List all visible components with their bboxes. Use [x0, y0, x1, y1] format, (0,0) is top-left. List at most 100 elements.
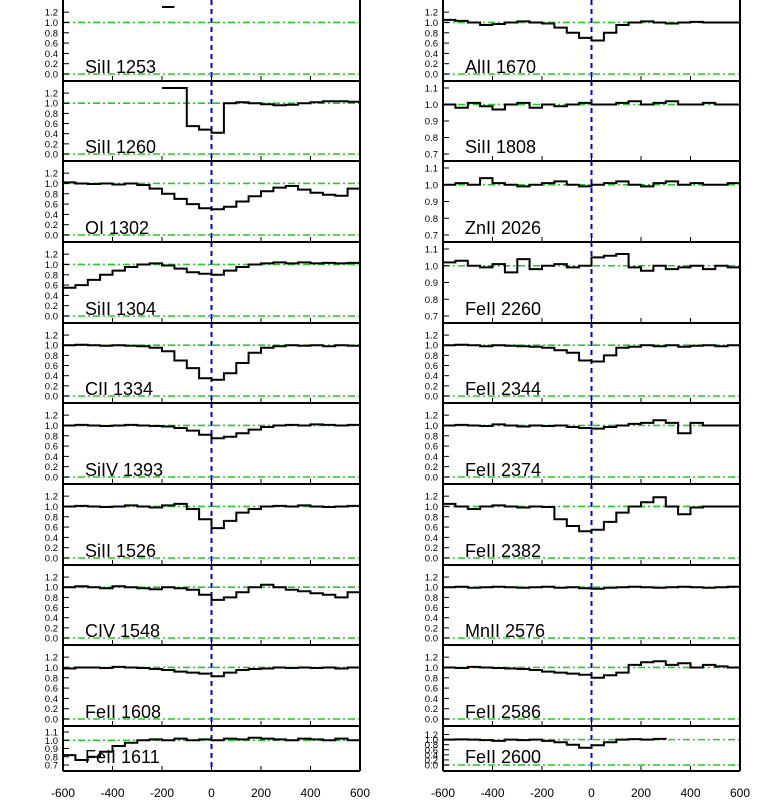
y-tick-label: 0.9 [425, 117, 438, 128]
y-tick-label: 1.0 [425, 663, 438, 674]
y-tick-label: 0.8 [425, 133, 438, 144]
y-tick-label: 0.4 [425, 452, 438, 463]
y-tick-label: 0.4 [425, 694, 438, 705]
panel-oi-1302: 0.00.20.40.60.81.01.2 OI 1302 [45, 160, 361, 242]
spectrum-histogram [443, 660, 740, 679]
panel-alii-1670: 0.00.20.40.60.81.01.2 AlII 1670 [425, 0, 741, 81]
ion-label: FeII 1608 [85, 702, 161, 722]
y-tick-label: 0.0 [45, 392, 58, 403]
y-tick-label: 1.2 [425, 492, 438, 503]
spectrum-histogram [443, 419, 740, 435]
spectrum-histogram [63, 583, 360, 601]
y-tick-label: 0.0 [425, 634, 438, 645]
panel-feii-2374: 0.00.20.40.60.81.01.2 FeII 2374 [425, 402, 741, 484]
y-tick-label: 1.2 [45, 8, 58, 19]
ion-label: MnII 2576 [465, 621, 545, 641]
ion-label: FeII 2600 [465, 747, 541, 767]
y-tick-label: 0.9 [425, 197, 438, 208]
panel-cii-1334: 0.00.20.40.60.81.01.2 CII 1334 [45, 322, 361, 403]
y-tick-label: 1.2 [425, 573, 438, 584]
y-tick-label: 1.0 [45, 179, 58, 190]
ion-label: SiII 1304 [85, 299, 156, 319]
y-tick-label: 0.0 [45, 473, 58, 484]
panel-siii-1808: 0.7 0.8 0.9 1.0 1.1 SiII 1808 [425, 80, 741, 161]
y-tick-label: 0.7 [425, 312, 438, 323]
y-tick-label: 0.6 [45, 684, 58, 695]
y-tick-label: 0.2 [425, 755, 438, 766]
panel-siii-1304: 0.00.20.40.60.81.01.2 SiII 1304 [45, 241, 361, 323]
y-tick-label: 0.6 [45, 361, 58, 372]
x-tick-label: 0 [208, 786, 215, 800]
spectrum-histogram [63, 423, 360, 440]
y-tick-label: 0.4 [425, 750, 438, 761]
y-tick-label: 0.8 [425, 28, 438, 39]
y-tick-label: 0.4 [45, 371, 58, 382]
y-tick-label: 1.2 [45, 411, 58, 422]
y-tick-label: 0.6 [45, 200, 58, 211]
spectrum-histogram [63, 181, 360, 211]
ion-label: FeII 2586 [465, 702, 541, 722]
x-axis-labels: -600 -400 -200 0 200 400 600 -600 -400 -200 0 200 40… [51, 786, 750, 800]
y-tick-label: 1.0 [45, 583, 58, 594]
ion-label: CII 1334 [85, 379, 153, 399]
y-tick-label: 0.4 [45, 291, 58, 302]
y-tick-label: 0.8 [425, 512, 438, 523]
y-tick-label: 1.0 [425, 18, 438, 29]
y-tick-label: 0.8 [425, 214, 438, 225]
y-tick-label: 0.2 [425, 59, 438, 70]
y-tick-label: 0.8 [45, 189, 58, 200]
y-tick-label: 0.4 [425, 49, 438, 60]
ion-label: AlII 1670 [465, 57, 536, 77]
x-tick-label: -600 [431, 786, 455, 800]
y-tick-label: 1.1 [425, 84, 438, 95]
spectrum-histogram [63, 502, 360, 530]
y-tick-label: 1.0 [425, 735, 438, 746]
y-tick-label: 0.8 [45, 270, 58, 281]
y-tick-label: 1.0 [45, 341, 58, 352]
y-tick-label: 1.0 [425, 261, 438, 272]
y-tick-label: 0.6 [45, 523, 58, 534]
y-tick-label: 0.4 [45, 49, 58, 60]
x-tick-label: 200 [251, 786, 271, 800]
ion-label: SiII 1253 [85, 57, 156, 77]
ion-label: FeII 1611 [85, 747, 160, 767]
panel-feii-1608: 0.00.20.40.60.81.01.2 FeII 1608 [45, 644, 361, 726]
y-tick-label: 0.6 [45, 39, 58, 50]
y-tick-label: 0.4 [425, 613, 438, 624]
spectrum-histogram [443, 18, 740, 42]
y-tick-label: 1.0 [425, 100, 438, 111]
y-tick-label: 0.4 [45, 452, 58, 463]
y-tick-label: 0.2 [45, 704, 58, 715]
y-tick-label: 0.8 [45, 673, 58, 684]
panel-feii-2260: 0.7 0.8 0.9 1.0 1.1 FeII 2260 [425, 241, 741, 323]
y-tick-label: 1.2 [45, 653, 58, 664]
ion-label: CIV 1548 [85, 621, 160, 641]
y-tick-label: 0.0 [45, 715, 58, 726]
panel-siiv-1393: 0.00.20.40.60.81.01.2 SiIV 1393 [45, 402, 361, 484]
y-tick-label: 0.8 [45, 431, 58, 442]
y-tick-label: 0.0 [45, 634, 58, 645]
ion-label: SiIV 1393 [85, 460, 163, 480]
y-tick-label: 0.7 [45, 761, 58, 772]
y-tick-label: 0.0 [45, 231, 58, 242]
spectrum-histogram [443, 496, 740, 533]
y-tick-label: 0.7 [425, 150, 438, 161]
y-tick-label: 0.6 [425, 361, 438, 372]
y-tick-label: 0.0 [425, 554, 438, 565]
y-tick-label: 0.2 [45, 220, 58, 231]
y-tick-label: 0.9 [425, 278, 438, 289]
panel-civ-1548: 0.00.20.40.60.81.01.2 CIV 1548 [45, 564, 361, 645]
y-tick-label: 0.2 [425, 623, 438, 634]
x-tick-label: -400 [100, 786, 124, 800]
y-tick-label: 0.2 [45, 381, 58, 392]
y-tick-label: 0.8 [425, 593, 438, 604]
y-tick-label: 1.0 [425, 583, 438, 594]
y-tick-label: 0.0 [425, 70, 438, 81]
spectrum-histogram [162, 87, 360, 134]
y-tick-label: 0.8 [45, 28, 58, 39]
y-tick-label: 1.0 [45, 18, 58, 29]
y-tick-label: 0.2 [45, 59, 58, 70]
y-tick-label: 1.2 [45, 169, 58, 180]
